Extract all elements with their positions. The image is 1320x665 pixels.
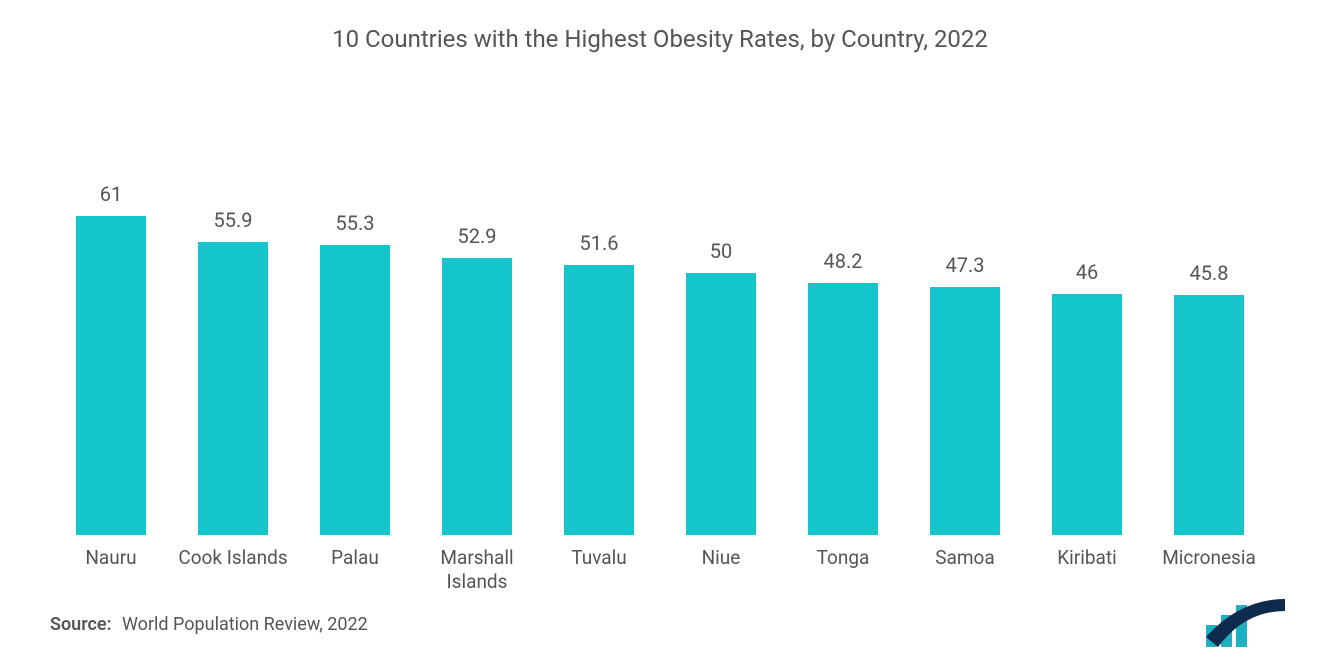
- bar: [808, 283, 878, 535]
- x-axis-label: Samoa: [904, 546, 1026, 595]
- bar-value-label: 45.8: [1190, 261, 1229, 285]
- bar-column: 55.3: [294, 113, 416, 535]
- chart-title: 10 Countries with the Highest Obesity Ra…: [40, 25, 1280, 53]
- x-axis-label: Tuvalu: [538, 546, 660, 595]
- chart-source-footer: Source: World Population Review, 2022: [50, 614, 368, 635]
- bar-value-label: 47.3: [946, 253, 985, 277]
- x-axis-label: Marshall Islands: [416, 546, 538, 595]
- bar: [1052, 294, 1122, 535]
- bar: [442, 258, 512, 535]
- bar-column: 61: [50, 113, 172, 535]
- x-axis-label: Kiribati: [1026, 546, 1148, 595]
- bar-value-label: 55.3: [336, 211, 375, 235]
- source-label: Source:: [50, 614, 112, 635]
- x-axis-label: Micronesia: [1148, 546, 1270, 595]
- bar-value-label: 51.6: [580, 231, 619, 255]
- chart-x-axis: NauruCook IslandsPalauMarshall IslandsTu…: [40, 536, 1280, 595]
- x-axis-label: Tonga: [782, 546, 904, 595]
- bar-column: 50: [660, 113, 782, 535]
- bar-column: 55.9: [172, 113, 294, 535]
- mordor-intelligence-logo-icon: [1200, 597, 1290, 647]
- x-axis-label: Niue: [660, 546, 782, 595]
- bar: [198, 242, 268, 534]
- bar-value-label: 52.9: [458, 224, 497, 248]
- bar-column: 48.2: [782, 113, 904, 535]
- chart-plot-area: 61 55.9 55.3 52.9 51.6 50 48.2 47.3 46 45.8: [40, 113, 1280, 536]
- chart-container: 10 Countries with the Highest Obesity Ra…: [0, 0, 1320, 665]
- x-axis-label: Cook Islands: [172, 546, 294, 595]
- x-axis-label: Palau: [294, 546, 416, 595]
- bar-value-label: 50: [710, 239, 732, 263]
- bar: [320, 245, 390, 534]
- bar-column: 51.6: [538, 113, 660, 535]
- bar-value-label: 55.9: [214, 208, 253, 232]
- x-axis-label: Nauru: [50, 546, 172, 595]
- bar: [564, 265, 634, 535]
- source-text: World Population Review, 2022: [122, 614, 368, 635]
- bar-value-label: 61: [100, 182, 122, 206]
- bar-column: 52.9: [416, 113, 538, 535]
- bar: [686, 273, 756, 535]
- bar: [930, 287, 1000, 534]
- bar-column: 47.3: [904, 113, 1026, 535]
- bar-value-label: 48.2: [824, 249, 863, 273]
- bar-value-label: 46: [1076, 260, 1098, 284]
- bar-column: 46: [1026, 113, 1148, 535]
- bar: [76, 216, 146, 535]
- bar: [1174, 295, 1244, 535]
- bar-column: 45.8: [1148, 113, 1270, 535]
